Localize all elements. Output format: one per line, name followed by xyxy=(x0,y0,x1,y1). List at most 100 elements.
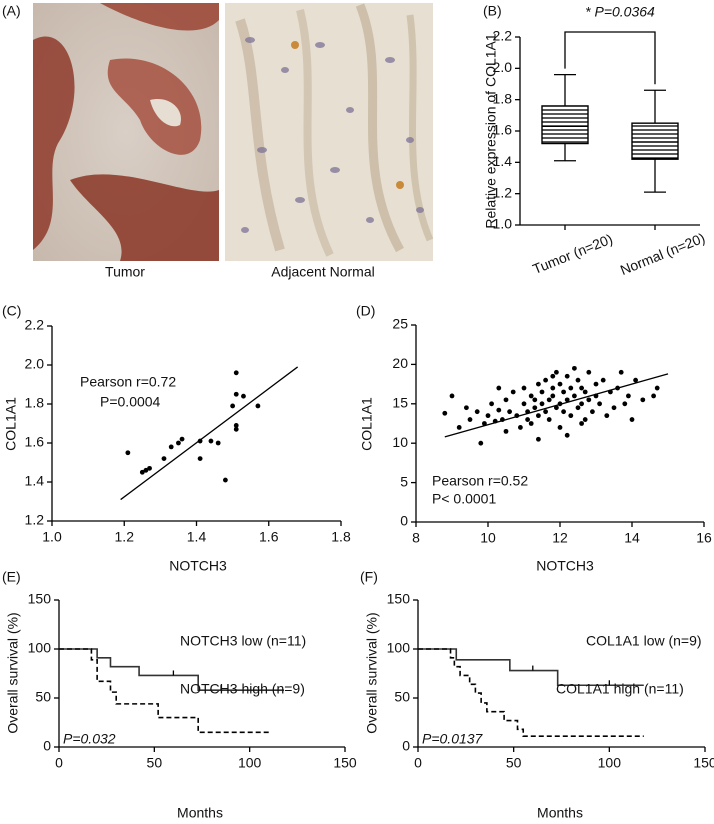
point xyxy=(564,373,570,379)
y-tick-label: 0 xyxy=(402,738,410,754)
point xyxy=(543,377,548,383)
point xyxy=(474,409,480,415)
y-tick-label: 0 xyxy=(43,738,51,754)
point xyxy=(467,417,473,422)
point xyxy=(507,409,512,415)
y-tick-label: 50 xyxy=(394,689,410,705)
point xyxy=(233,391,239,397)
point xyxy=(143,467,149,473)
point xyxy=(550,373,556,379)
point xyxy=(496,385,502,391)
survival-curve xyxy=(59,648,269,734)
y-tick-label: 2.0 xyxy=(493,59,513,75)
point xyxy=(125,450,131,456)
point xyxy=(550,385,556,391)
x-tick-label: 100 xyxy=(238,755,262,771)
point xyxy=(654,385,660,391)
y-tick-label: 150 xyxy=(387,591,411,607)
y-tick-label: 1.0 xyxy=(493,216,513,232)
point xyxy=(582,417,588,422)
y-tick-label: 1.4 xyxy=(493,153,513,169)
x-tick-label: 1.0 xyxy=(42,529,62,545)
x-axis-title: Months xyxy=(177,805,223,821)
point xyxy=(464,405,469,411)
point xyxy=(550,393,556,399)
y-axis-title: Overall survival (%) xyxy=(364,612,380,733)
x-tick-label: 16 xyxy=(696,530,712,546)
y-tick-label: 2.2 xyxy=(493,28,513,44)
point xyxy=(633,377,638,383)
point xyxy=(208,438,214,444)
point xyxy=(241,393,246,399)
x-tick-label: 50 xyxy=(147,755,163,771)
y-tick-label: 1.6 xyxy=(493,122,513,138)
point xyxy=(539,389,545,395)
x-tick-label: 50 xyxy=(506,755,522,771)
panel-label: (D) xyxy=(356,303,375,319)
point xyxy=(582,389,588,395)
point xyxy=(478,440,484,446)
box xyxy=(631,122,679,160)
y-tick-label: 10 xyxy=(392,434,408,450)
fit-line xyxy=(444,373,669,438)
x-axis-title: Months xyxy=(537,805,583,821)
y-tick-label: 5 xyxy=(400,473,408,489)
point xyxy=(215,440,221,446)
point xyxy=(600,377,606,383)
point xyxy=(449,393,455,399)
x-tick-label: 14 xyxy=(624,530,640,546)
x-tick-label: 8 xyxy=(412,530,420,546)
point xyxy=(536,436,541,442)
point xyxy=(611,405,617,411)
y-tick-label: 1.2 xyxy=(25,512,45,528)
point xyxy=(233,423,239,428)
panel-label: (B) xyxy=(483,3,502,19)
y-tick-label: 1.4 xyxy=(25,473,45,489)
point xyxy=(528,421,534,426)
tumor-image xyxy=(33,3,219,261)
point xyxy=(597,401,602,407)
x-tick-label: Normal (n=20) xyxy=(618,230,707,279)
x-tick-label: 0 xyxy=(414,755,422,771)
point xyxy=(496,407,502,413)
y-tick-label: 1.2 xyxy=(493,184,513,200)
panel-label: (F) xyxy=(360,569,378,585)
point xyxy=(561,389,566,395)
point xyxy=(568,413,574,419)
point xyxy=(489,401,494,407)
x-tick-label: 150 xyxy=(333,755,357,771)
box xyxy=(541,105,589,145)
point xyxy=(564,432,570,438)
y-tick-label: 1.6 xyxy=(25,434,45,450)
point xyxy=(197,456,203,461)
point xyxy=(255,403,261,409)
x-tick-label: 1.8 xyxy=(331,529,351,545)
point xyxy=(546,397,552,403)
x-tick-label: 100 xyxy=(598,755,622,771)
x-tick-label: 1.4 xyxy=(187,529,207,545)
point xyxy=(626,393,631,399)
series-label: NOTCH3 high (n=9) xyxy=(180,681,305,697)
y-tick-label: 1.8 xyxy=(493,90,513,106)
point xyxy=(503,397,509,403)
annotation: P=0.032 xyxy=(63,731,116,747)
panel-label: (C) xyxy=(2,303,21,319)
point xyxy=(518,425,523,430)
point xyxy=(161,456,167,461)
survival-curve xyxy=(418,648,644,738)
point xyxy=(640,397,646,403)
point xyxy=(561,409,566,415)
point xyxy=(572,393,577,399)
point xyxy=(575,405,581,411)
point xyxy=(568,385,574,391)
y-axis-title: Relative expression of COL1A1 xyxy=(483,33,499,229)
series-label: NOTCH3 low (n=11) xyxy=(180,633,306,649)
point xyxy=(575,377,581,383)
annotation: P< 0.0001 xyxy=(432,491,496,507)
point xyxy=(233,426,239,432)
point xyxy=(593,381,599,387)
x-tick-label: 150 xyxy=(693,755,714,771)
y-tick-label: 2.2 xyxy=(25,317,45,333)
y-tick-label: 25 xyxy=(392,316,408,332)
